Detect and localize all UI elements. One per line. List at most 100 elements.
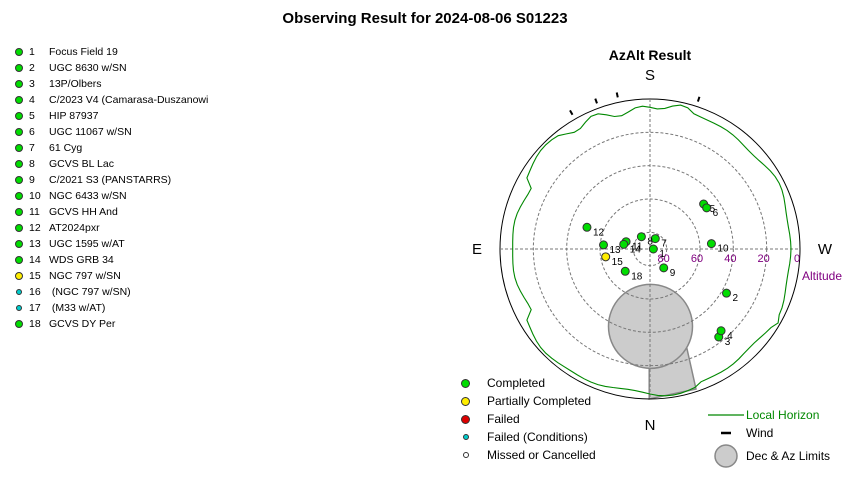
status-dot-icon <box>15 176 23 184</box>
target-point <box>601 252 611 262</box>
altitude-tick-label: 0 <box>794 253 800 265</box>
list-item: 15 NGC 797 w/SN <box>15 268 208 284</box>
status-dot-icon <box>15 48 23 56</box>
list-item: 16 (NGC 797 w/SN) <box>15 284 208 300</box>
target-point <box>702 203 712 213</box>
target-number: 14 <box>29 254 41 266</box>
list-item: 8 GCVS BL Lac <box>15 156 208 172</box>
altitude-ticks: 80 60 40 20 0 <box>658 253 801 265</box>
list-item: 6 UGC 11067 w/SN <box>15 124 208 140</box>
target-point-label: 11 <box>632 242 643 253</box>
compass-e: E <box>472 241 482 258</box>
target-point-label: 10 <box>717 244 729 255</box>
wind-icon <box>706 430 746 436</box>
compass-n: N <box>645 417 656 434</box>
target-point <box>636 232 646 242</box>
list-item: 10 NGC 6433 w/SN <box>15 188 208 204</box>
target-number: 5 <box>29 110 35 122</box>
legend-limits: Dec & Az Limits <box>706 442 830 470</box>
status-dot-icon <box>15 272 23 280</box>
legend-label: Failed <box>487 412 520 426</box>
target-name: NGC 797 w/SN <box>49 270 121 282</box>
target-number: 11 <box>29 206 40 218</box>
wind-marks <box>569 92 701 116</box>
wind-mark <box>569 109 574 116</box>
compass-w: W <box>818 241 833 258</box>
legend-dot-icon <box>460 434 487 440</box>
altitude-tick-label: 40 <box>724 253 736 265</box>
target-point-label: 7 <box>661 239 667 250</box>
target-number: 16 <box>29 286 41 298</box>
page-title: Observing Result for 2024-08-06 S01223 <box>282 10 568 27</box>
legend-missed: Missed or Cancelled <box>460 446 596 464</box>
target-name: UGC 11067 w/SN <box>49 126 132 138</box>
wind-mark <box>696 96 701 102</box>
target-name: C/2021 S3 (PANSTARRS) <box>49 174 172 186</box>
target-name: HIP 87937 <box>49 110 99 122</box>
target-point-label: 2 <box>732 293 738 304</box>
target-point-label: 15 <box>612 257 624 268</box>
legend-failed-conditions: Failed (Conditions) <box>460 428 596 446</box>
target-name: GCVS BL Lac <box>49 158 114 170</box>
wind-mark <box>615 92 619 98</box>
list-item: 12 AT2024pxr <box>15 220 208 236</box>
status-dot-icon <box>15 192 23 200</box>
status-dot-icon <box>15 96 23 104</box>
target-list: 1 Focus Field 19 2 UGC 8630 w/SN 3 13P/Olbers… <box>15 44 208 332</box>
status-dot-icon <box>16 305 22 311</box>
target-number: 17 <box>29 302 41 314</box>
target-point-label: 13 <box>610 245 622 256</box>
legend-wind-label: Wind <box>746 426 774 440</box>
target-number: 3 <box>29 78 35 90</box>
dec-az-limits <box>607 283 697 400</box>
legend-label: Failed (Conditions) <box>487 430 588 444</box>
target-number: 4 <box>29 94 35 106</box>
target-point <box>659 263 669 273</box>
altitude-tick-label: 60 <box>691 253 703 265</box>
chart-title: AzAlt Result <box>609 47 692 63</box>
status-dot-icon <box>15 112 23 120</box>
wind-mark <box>594 98 598 104</box>
target-point <box>619 239 629 249</box>
legend-dot-icon <box>460 414 487 424</box>
target-point <box>620 266 630 276</box>
horizon-line <box>512 104 792 397</box>
target-point-label: 4 <box>727 331 733 342</box>
target-number: 18 <box>29 318 41 330</box>
status-dot-icon <box>15 80 23 88</box>
target-name: Focus Field 19 <box>49 46 118 58</box>
target-number: 1 <box>29 46 35 58</box>
target-point-label: 12 <box>593 227 605 238</box>
target-point <box>716 326 726 336</box>
target-number: 2 <box>29 62 35 74</box>
list-item: 5 HIP 87937 <box>15 108 208 124</box>
target-number: 10 <box>29 190 41 202</box>
legend-failed: Failed <box>460 410 596 428</box>
altitude-axis-label: Altitude <box>802 269 842 283</box>
altitude-rings <box>499 98 801 400</box>
status-dot-icon <box>15 256 23 264</box>
target-name: GCVS HH And <box>49 206 118 218</box>
target-point-label: 1 <box>659 249 665 260</box>
legend-dot-icon <box>460 396 487 406</box>
compass-s: S <box>645 67 655 84</box>
target-name: (NGC 797 w/SN) <box>49 286 131 298</box>
status-legend: Completed Partially Completed Failed Failed… <box>460 374 596 464</box>
status-dot-icon <box>15 240 23 248</box>
target-number: 15 <box>29 270 41 282</box>
legend-limits-label: Dec & Az Limits <box>746 449 831 463</box>
target-number: 6 <box>29 126 35 138</box>
limits-circle-icon <box>706 443 746 469</box>
status-dot-icon <box>15 128 23 136</box>
target-point <box>721 288 731 298</box>
list-item: 1 Focus Field 19 <box>15 44 208 60</box>
list-item: 11 GCVS HH And <box>15 204 208 220</box>
legend-dot-icon <box>460 378 487 388</box>
target-name: GCVS DY Per <box>49 318 116 330</box>
list-item: 18 GCVS DY Per <box>15 316 208 332</box>
target-point-label: 9 <box>670 268 676 279</box>
target-number: 13 <box>29 238 41 250</box>
list-item: 14 WDS GRB 34 <box>15 252 208 268</box>
legend-label: Missed or Cancelled <box>487 448 596 462</box>
